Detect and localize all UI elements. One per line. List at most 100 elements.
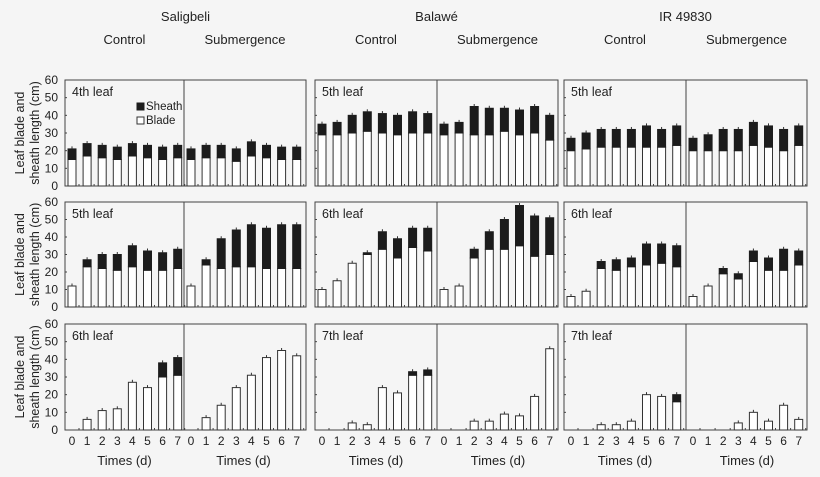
x-tick-label: 1: [705, 434, 712, 448]
bar-sheath: [173, 357, 183, 376]
bar-blade: [127, 266, 137, 308]
bar-sheath: [158, 146, 168, 160]
y-tick-label: 50: [45, 91, 59, 105]
bar-sheath: [277, 224, 287, 269]
bar-sheath: [97, 144, 107, 159]
bar-blade: [317, 289, 327, 308]
bar-blade: [362, 254, 372, 308]
bar-blade: [317, 134, 327, 187]
bar-blade: [97, 157, 107, 187]
x-tick-label: 5: [144, 434, 151, 448]
bar-sheath: [469, 106, 479, 136]
x-tick-label: 6: [780, 434, 787, 448]
y-tick-label: 60: [45, 73, 59, 87]
condition-title-submergence: Submergence: [205, 32, 286, 47]
y-axis-label-line1: Leaf blade and: [13, 336, 27, 419]
bar-sheath: [173, 144, 183, 159]
legend-swatch-blade: [136, 116, 145, 125]
bar-blade: [246, 155, 256, 187]
bar-blade: [733, 422, 743, 431]
bar-blade: [515, 134, 524, 187]
bar-blade: [439, 289, 449, 308]
bar-sheath: [317, 123, 327, 136]
bar-blade: [733, 150, 743, 187]
x-tick-label: 2: [349, 434, 356, 448]
bar-blade: [566, 150, 576, 187]
bar-blade: [642, 264, 651, 308]
bar-blade: [454, 132, 464, 187]
bar-blade: [626, 266, 636, 308]
bar-sheath: [423, 369, 433, 376]
bar-blade: [112, 408, 122, 431]
y-tick-label: 50: [45, 335, 59, 349]
legend-label-blade: Blade: [146, 115, 175, 127]
bar-blade: [362, 424, 372, 431]
legend-label-sheath: Sheath: [146, 101, 182, 113]
cultivar-title: Saligbeli: [161, 9, 210, 24]
bar-blade: [530, 395, 540, 431]
bar-blade: [277, 350, 287, 431]
bar-blade: [292, 159, 302, 187]
x-tick-label: 3: [364, 434, 371, 448]
x-tick-label: 7: [293, 434, 300, 448]
bar-sheath: [112, 254, 122, 271]
x-axis-label: Times (d): [471, 453, 525, 468]
bar-blade: [377, 248, 387, 308]
bar-sheath: [779, 248, 789, 271]
bar-sheath: [779, 128, 789, 152]
bar-sheath: [393, 238, 402, 259]
bar-sheath: [672, 125, 682, 146]
x-tick-label: 4: [129, 434, 136, 448]
bar-sheath: [97, 254, 107, 269]
y-axis-label-line2: sheath length (cm): [28, 203, 42, 307]
bar-blade: [439, 134, 449, 187]
bar-sheath: [246, 141, 256, 157]
bar-blade: [246, 374, 256, 431]
bar-blade: [545, 139, 555, 187]
bar-blade: [794, 144, 804, 187]
bar-blade: [201, 264, 211, 308]
bar-blade: [112, 269, 122, 308]
bar-blade: [581, 148, 591, 187]
bar-blade: [794, 264, 804, 308]
bar-blade: [596, 424, 606, 431]
bar-blade: [97, 268, 107, 308]
bar-blade: [127, 381, 137, 431]
x-tick-label: 2: [218, 434, 225, 448]
y-axis-label-line1: Leaf blade and: [13, 92, 27, 175]
y-tick-label: 20: [45, 144, 59, 158]
bar-blade: [186, 285, 196, 308]
bar-blade: [703, 150, 713, 187]
leaf-label: 6th leaf: [322, 207, 364, 221]
bar-blade: [454, 285, 464, 308]
y-tick-label: 0: [51, 423, 58, 437]
bar-sheath: [733, 273, 743, 280]
leaf-label: 6th leaf: [571, 207, 613, 221]
bar-sheath: [423, 113, 433, 134]
x-tick-label: 3: [114, 434, 121, 448]
bar-blade: [216, 157, 226, 187]
y-tick-label: 30: [45, 126, 59, 140]
bar-blade: [262, 357, 271, 431]
y-axis-label-line2: sheath length (cm): [28, 81, 42, 185]
bar-sheath: [231, 148, 241, 162]
leaf-label: 7th leaf: [571, 329, 613, 343]
bar-sheath: [794, 125, 804, 146]
bar-blade: [158, 159, 168, 187]
bar-blade: [216, 268, 226, 308]
bar-blade: [499, 130, 509, 187]
bar-blade: [82, 418, 92, 431]
x-axis-label: Times (d): [349, 453, 403, 468]
bar-sheath: [127, 245, 137, 268]
y-tick-label: 60: [45, 317, 59, 331]
bar-sheath: [545, 217, 555, 255]
x-tick-label: 3: [486, 434, 493, 448]
y-tick-label: 0: [51, 179, 58, 193]
bar-blade: [393, 134, 402, 187]
bar-sheath: [423, 227, 433, 252]
bar-blade: [158, 269, 168, 308]
bar-sheath: [733, 128, 743, 152]
condition-title-control: Control: [104, 32, 146, 47]
bar-blade: [393, 392, 402, 431]
bar-blade: [82, 266, 92, 308]
